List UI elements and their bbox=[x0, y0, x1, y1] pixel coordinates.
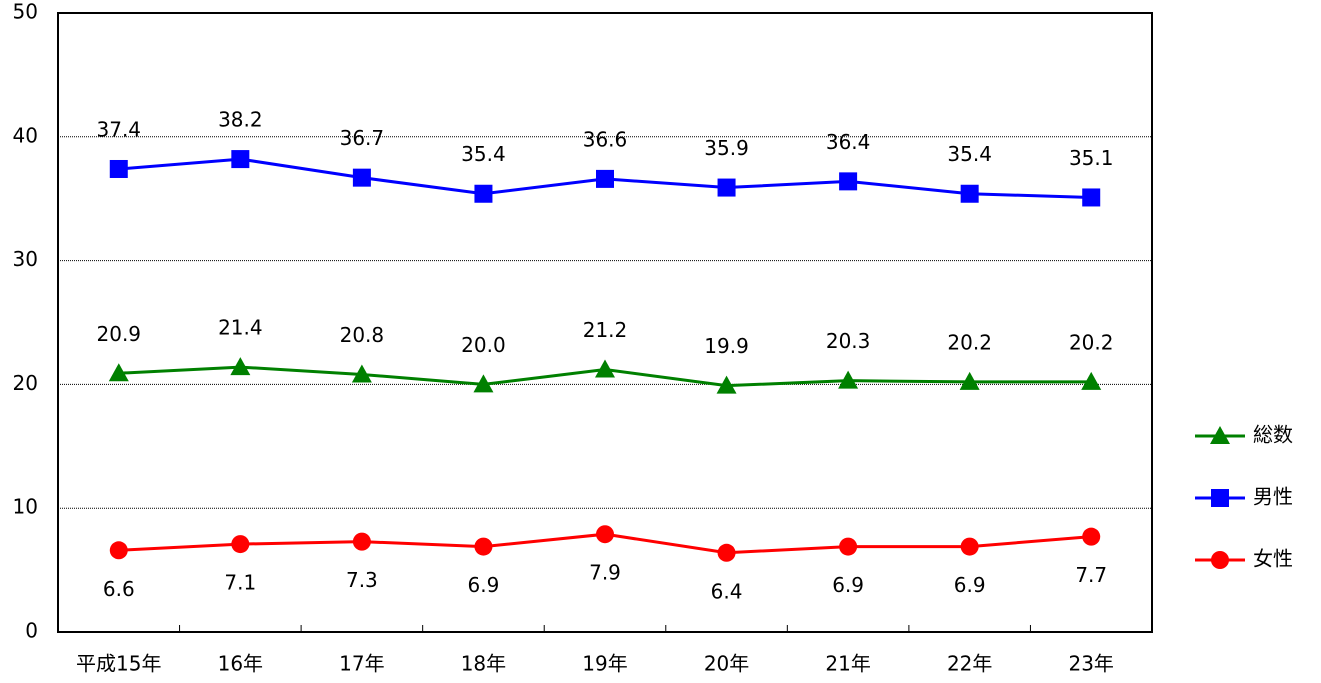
value-label: 36.6 bbox=[583, 127, 628, 151]
y-tick-label: 20 bbox=[13, 371, 38, 395]
point-marker bbox=[596, 169, 614, 188]
legend-label: 総数 bbox=[1253, 423, 1293, 447]
point-marker bbox=[1082, 188, 1101, 207]
value-label: 7.9 bbox=[589, 561, 621, 585]
x-tick-label: 20年 bbox=[704, 652, 749, 676]
value-label: 36.4 bbox=[826, 130, 871, 154]
value-label: 6.6 bbox=[103, 577, 135, 601]
value-label: 20.8 bbox=[340, 323, 385, 347]
value-label: 7.3 bbox=[346, 568, 378, 592]
point-marker bbox=[231, 535, 250, 554]
x-tick-label: 22年 bbox=[947, 652, 992, 676]
point-marker bbox=[838, 370, 859, 389]
value-label: 38.2 bbox=[218, 108, 263, 132]
point-marker bbox=[596, 525, 614, 544]
point-marker bbox=[230, 357, 251, 376]
legend-label: 女性 bbox=[1253, 547, 1293, 571]
legend-marker bbox=[1211, 551, 1229, 569]
point-marker bbox=[474, 184, 493, 203]
value-label: 20.9 bbox=[97, 322, 142, 346]
value-label: 7.1 bbox=[224, 571, 256, 595]
y-tick-label: 40 bbox=[13, 123, 38, 147]
value-label: 20.2 bbox=[947, 330, 992, 354]
point-marker bbox=[109, 541, 128, 560]
value-label: 35.9 bbox=[704, 136, 749, 160]
point-marker bbox=[473, 374, 494, 393]
y-tick-label: 50 bbox=[13, 0, 38, 24]
x-tick-label: 平成15年 bbox=[76, 652, 161, 676]
y-tick-label: 0 bbox=[25, 619, 38, 643]
point-marker bbox=[108, 363, 129, 382]
x-tick-label: 23年 bbox=[1068, 652, 1113, 676]
value-label: 35.1 bbox=[1069, 146, 1114, 170]
value-label: 19.9 bbox=[704, 334, 749, 358]
point-marker bbox=[351, 364, 372, 383]
value-label: 7.7 bbox=[1075, 563, 1107, 587]
x-tick-label: 18年 bbox=[461, 652, 506, 676]
value-label: 37.4 bbox=[97, 117, 142, 141]
point-marker bbox=[839, 537, 858, 556]
plot-border bbox=[57, 12, 1153, 633]
value-label: 6.4 bbox=[711, 579, 743, 603]
value-label: 20.2 bbox=[1069, 330, 1114, 354]
value-label: 21.4 bbox=[218, 316, 263, 340]
point-marker bbox=[959, 371, 980, 390]
point-marker bbox=[717, 178, 736, 197]
point-marker bbox=[1082, 527, 1101, 546]
x-tick-label: 19年 bbox=[582, 652, 627, 676]
value-label: 36.7 bbox=[340, 126, 385, 150]
point-marker bbox=[352, 532, 371, 551]
x-tick-label: 21年 bbox=[825, 652, 870, 676]
point-marker bbox=[1081, 371, 1102, 390]
value-label: 20.0 bbox=[461, 333, 506, 357]
value-label: 20.3 bbox=[826, 329, 871, 353]
point-marker bbox=[717, 543, 736, 562]
point-marker bbox=[231, 150, 250, 169]
value-label: 6.9 bbox=[468, 573, 500, 597]
point-marker bbox=[839, 172, 858, 191]
point-marker bbox=[474, 537, 493, 556]
value-label: 6.9 bbox=[954, 573, 986, 597]
x-tick-label: 17年 bbox=[339, 652, 384, 676]
value-label: 6.9 bbox=[832, 573, 864, 597]
point-marker bbox=[960, 537, 979, 556]
value-label: 35.4 bbox=[947, 142, 992, 166]
y-tick-label: 10 bbox=[13, 495, 38, 519]
point-marker bbox=[109, 159, 128, 178]
x-tick-label: 16年 bbox=[218, 652, 263, 676]
y-tick-label: 30 bbox=[13, 247, 38, 271]
value-label: 21.2 bbox=[583, 318, 628, 342]
point-marker bbox=[960, 184, 979, 203]
legend-label: 男性 bbox=[1253, 485, 1293, 509]
value-label: 35.4 bbox=[461, 142, 506, 166]
point-marker bbox=[352, 168, 371, 187]
legend-marker bbox=[1210, 426, 1230, 444]
legend-marker bbox=[1211, 489, 1229, 507]
point-marker bbox=[595, 359, 615, 378]
point-marker bbox=[716, 375, 737, 394]
